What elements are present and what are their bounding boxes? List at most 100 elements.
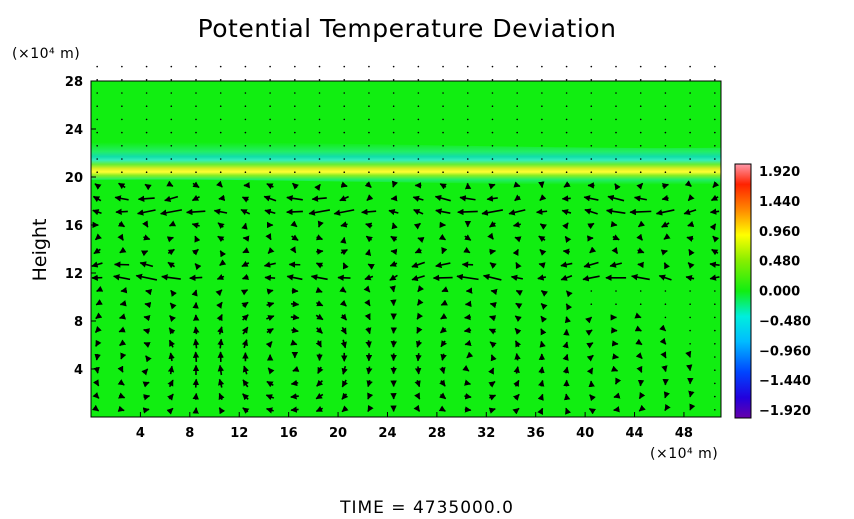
- vector-dot: [590, 145, 593, 147]
- vector-arrow: [584, 208, 598, 215]
- vector-dot: [590, 79, 593, 81]
- vector-arrow: [170, 289, 177, 297]
- vector-dot: [565, 158, 568, 160]
- vector-arrow: [286, 208, 303, 216]
- vector-arrow: [490, 354, 497, 362]
- vector-dot: [442, 158, 444, 160]
- vector-arrow: [440, 326, 447, 334]
- vector-dot: [392, 105, 395, 107]
- vector-arrow: [663, 262, 670, 270]
- vector-dot: [442, 92, 444, 94]
- vector-arrow: [192, 338, 200, 349]
- vector-dot: [590, 65, 593, 68]
- vector-arrow: [488, 328, 497, 335]
- vector-arrow: [660, 249, 668, 256]
- vector-arrow: [633, 195, 647, 202]
- vector-dot: [664, 105, 667, 107]
- vector-dot: [368, 131, 370, 134]
- vector-arrow: [315, 340, 322, 348]
- vector-arrow: [333, 209, 355, 216]
- vector-dot: [318, 158, 321, 160]
- vector-dot: [466, 65, 469, 68]
- vector-dot: [615, 290, 617, 292]
- vector-dot: [590, 158, 593, 160]
- vector-arrow: [95, 299, 103, 306]
- vector-arrow: [438, 233, 446, 241]
- vector-dot: [269, 158, 271, 160]
- vector-arrow: [515, 302, 523, 310]
- temperature-band: [91, 142, 721, 185]
- vector-arrow: [636, 365, 643, 373]
- vector-dot: [219, 92, 222, 94]
- vector-arrow: [390, 248, 398, 256]
- vector-dot: [689, 118, 691, 121]
- vector-dot: [417, 158, 420, 160]
- vector-arrow: [290, 393, 299, 400]
- vector-arrow: [414, 247, 422, 254]
- vector-arrow: [464, 234, 472, 241]
- vector-dot: [219, 145, 222, 147]
- vector-arrow: [687, 220, 695, 227]
- vector-dot: [664, 92, 667, 94]
- vector-arrow: [537, 274, 547, 281]
- vector-arrow: [607, 194, 625, 202]
- vector-dot: [565, 79, 568, 81]
- vector-arrow: [241, 196, 250, 203]
- vector-arrow: [512, 221, 521, 228]
- vector-arrow: [463, 327, 472, 334]
- vector-arrow: [113, 274, 131, 281]
- vector-dot: [170, 145, 173, 147]
- vector-arrow: [709, 261, 720, 268]
- vector-dot: [392, 79, 395, 81]
- vector-dot: [195, 171, 197, 173]
- vector-arrow: [316, 248, 324, 255]
- vector-dot: [491, 131, 494, 134]
- vector-arrow: [538, 366, 545, 374]
- vector-arrow: [218, 194, 226, 202]
- vector-dot: [541, 79, 543, 81]
- vector-dot: [121, 65, 123, 68]
- y-tick-label: 24: [65, 123, 83, 138]
- vector-dot: [219, 118, 222, 121]
- vector-arrow: [614, 183, 621, 191]
- vector-arrow: [219, 250, 227, 258]
- vector-arrow: [687, 262, 695, 270]
- vector-dot: [170, 131, 173, 134]
- vector-arrow: [560, 261, 573, 268]
- plot-frame: [90, 80, 722, 418]
- vector-arrow: [413, 208, 424, 215]
- vector-arrow: [266, 183, 274, 190]
- x-tick-label: 32: [477, 426, 495, 441]
- vector-arrow: [439, 183, 447, 190]
- vector-arrow: [363, 285, 371, 293]
- vector-arrow: [263, 261, 276, 268]
- vector-arrow: [464, 313, 471, 321]
- vector-arrow: [192, 378, 200, 388]
- vector-arrow: [611, 246, 619, 255]
- vector-arrow: [538, 235, 546, 242]
- vector-arrow: [709, 223, 717, 231]
- vector-dot: [590, 131, 593, 134]
- vector-dot: [417, 171, 420, 173]
- vector-arrow: [610, 365, 619, 372]
- vector-arrow: [241, 339, 248, 349]
- vector-dot: [269, 131, 271, 134]
- vector-dot: [639, 145, 642, 147]
- vector-dot: [714, 105, 716, 107]
- vector-arrow: [412, 195, 424, 202]
- vector-dot: [170, 65, 173, 68]
- vector-arrow: [166, 180, 174, 187]
- vector-dot: [294, 65, 296, 68]
- vector-dot: [516, 105, 518, 107]
- vector-arrow: [515, 261, 522, 270]
- vector-arrow: [117, 233, 124, 241]
- vector-arrow: [456, 273, 479, 281]
- vector-arrow: [560, 274, 573, 281]
- vector-arrow: [167, 261, 175, 269]
- vector-arrow: [218, 407, 226, 415]
- vector-arrow: [512, 407, 520, 415]
- x-axis-ticks: 4 8 12 16 20 24 28 32 36 40 44 48: [136, 412, 693, 441]
- vector-dot: [392, 171, 395, 173]
- vector-arrow: [414, 379, 421, 388]
- vector-dot: [244, 158, 247, 160]
